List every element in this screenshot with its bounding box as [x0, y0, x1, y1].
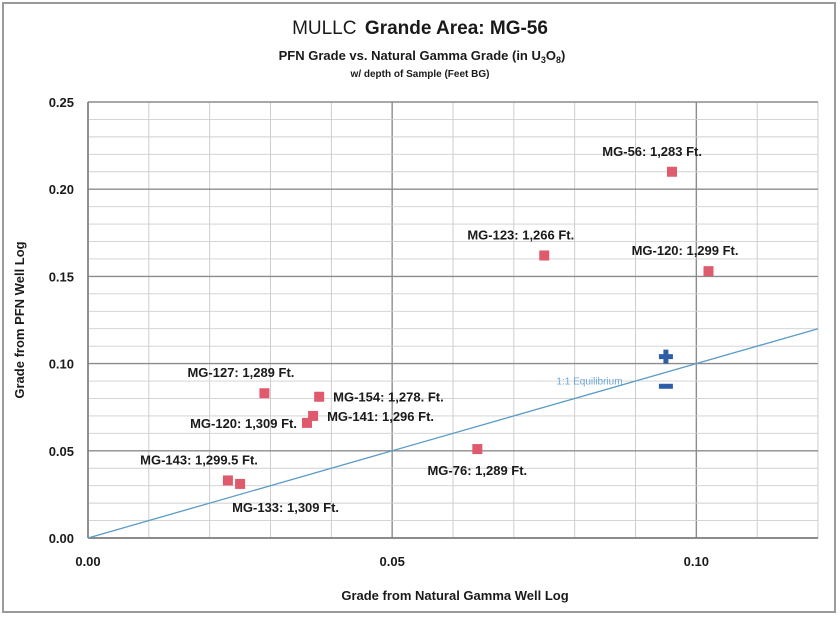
data-point-label: MG-120: 1,309 Ft.	[190, 416, 297, 431]
tick-labels: 0.00 0.05 0.10 0.00 0.05 0.10 0.15 0.20 0.25	[49, 95, 709, 569]
data-point	[308, 410, 319, 421]
x-tick-label: 0.00	[75, 554, 100, 569]
data-point-label: MG-141: 1,296 Ft.	[327, 409, 434, 424]
data-point	[539, 250, 550, 261]
data-point	[222, 475, 233, 486]
subtitle-pre: PFN Grade vs. Natural Gamma Grade (in U	[279, 48, 541, 63]
y-tick-label: 0.25	[49, 95, 74, 110]
x-tick-label: 0.05	[380, 554, 405, 569]
subtitle-post: )	[561, 48, 565, 63]
data-point	[314, 391, 325, 402]
data-point-label: MG-127: 1,289 Ft.	[187, 365, 294, 380]
subtitle-mid: O	[546, 48, 556, 63]
polarity-markers	[658, 349, 673, 389]
y-tick-label: 0.10	[49, 357, 74, 372]
subtitle-sub2: 8	[556, 55, 561, 65]
x-tick-label: 0.10	[684, 554, 709, 569]
data-points: MG-56: 1,283 Ft. MG-123: 1,266 Ft. MG-120:…	[140, 144, 738, 515]
chart-subtitle: PFN Grade vs. Natural Gamma Grade (in U3…	[279, 48, 566, 65]
equilibrium-line	[87, 328, 819, 539]
data-point-label: MG-76: 1,289 Ft.	[427, 463, 527, 478]
grid-lines	[87, 101, 819, 539]
minus-marker	[658, 383, 673, 389]
equilibrium-line-group: 1:1 Equilibrium	[87, 328, 819, 539]
data-point	[703, 266, 714, 277]
data-point	[472, 444, 483, 455]
title-main: Grande Area: MG-56	[365, 18, 548, 39]
data-point	[667, 166, 677, 177]
data-point-label: MG-56: 1,283 Ft.	[602, 144, 702, 159]
chart-subsubtitle: w/ depth of Sample (Feet BG)	[350, 69, 490, 80]
y-tick-label: 0.05	[49, 444, 74, 459]
y-tick-label: 0.00	[49, 531, 74, 546]
equilibrium-label: 1:1 Equilibrium	[556, 377, 622, 388]
subtitle-sub1: 3	[541, 55, 546, 65]
data-point-label: MG-133: 1,309 Ft.	[232, 500, 339, 515]
chart-title: MULLC Grande Area: MG-56	[292, 18, 548, 39]
data-point-label: MG-120: 1,299 Ft.	[632, 243, 739, 258]
x-axis-label: Grade from Natural Gamma Well Log	[341, 588, 568, 603]
data-point	[235, 478, 246, 489]
y-axis-label: Grade from PFN Well Log	[12, 241, 27, 398]
title-prefix: MULLC	[292, 18, 356, 39]
data-point-label: MG-154: 1,278. Ft.	[333, 390, 444, 405]
data-point-label: MG-123: 1,266 Ft.	[467, 227, 574, 242]
data-point	[302, 417, 312, 428]
plus-marker	[663, 349, 669, 364]
y-tick-label: 0.20	[49, 182, 74, 197]
y-tick-label: 0.15	[49, 269, 74, 284]
data-point-label: MG-143: 1,299.5 Ft.	[140, 452, 258, 467]
data-point	[259, 388, 270, 399]
